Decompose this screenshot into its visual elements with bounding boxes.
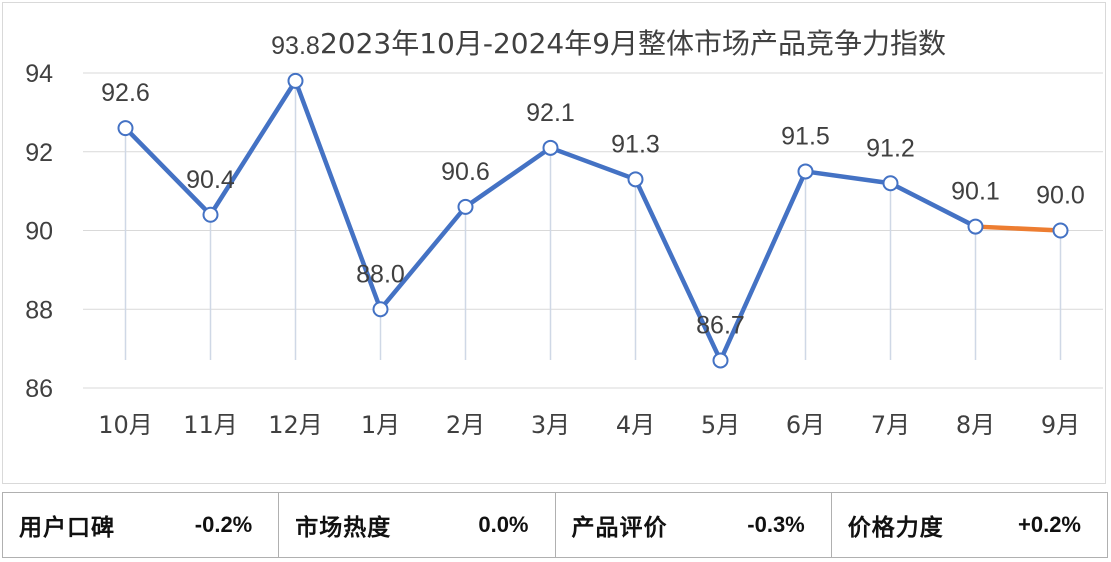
series-line-last-segment xyxy=(973,224,1063,233)
data-label: 92.6 xyxy=(101,79,150,107)
series-line xyxy=(123,78,1063,363)
data-label: 90.4 xyxy=(186,166,235,194)
x-tick-label: 11月 xyxy=(183,411,238,439)
y-axis-labels: 86 88 90 92 94 xyxy=(25,60,53,403)
x-tick-label: 6月 xyxy=(786,411,825,439)
x-axis-labels: 10月 11月 12月 1月 2月 3月 4月 5月 6月 7月 8月 9月 xyxy=(98,411,1080,439)
data-label: 88.0 xyxy=(356,260,405,288)
x-tick-label: 4月 xyxy=(616,411,655,439)
data-label: 93.8 xyxy=(271,32,320,60)
y-tick-label: 94 xyxy=(25,60,53,88)
data-point xyxy=(712,352,729,369)
stat-market-heat: 市场热度 0.0% xyxy=(279,493,556,557)
stat-price-strength: 价格力度 +0.2% xyxy=(832,493,1107,557)
y-tick-label: 90 xyxy=(25,218,53,246)
y-tick-label: 86 xyxy=(25,375,53,403)
x-tick-label: 7月 xyxy=(871,411,910,439)
stat-label: 市场热度 xyxy=(295,515,392,541)
data-point xyxy=(542,139,559,156)
stat-user-reputation: 用户口碑 -0.2% xyxy=(3,493,280,557)
data-label: 90.0 xyxy=(1036,182,1085,210)
stat-value: 0.0% xyxy=(478,512,529,537)
stat-value: -0.3% xyxy=(747,512,805,537)
stat-product-rating: 产品评价 -0.3% xyxy=(556,493,832,557)
stat-label: 产品评价 xyxy=(571,515,668,541)
data-label: 91.5 xyxy=(781,122,830,150)
data-label: 91.3 xyxy=(611,130,660,158)
data-point xyxy=(627,171,644,188)
stat-value: +0.2% xyxy=(1018,512,1081,537)
stat-value: -0.2% xyxy=(194,512,253,537)
data-point xyxy=(372,301,389,318)
y-tick-label: 92 xyxy=(25,139,53,167)
data-point xyxy=(457,198,474,215)
stat-label: 价格力度 xyxy=(847,515,944,541)
x-tick-label: 5月 xyxy=(701,411,740,439)
data-point xyxy=(117,120,134,137)
data-point xyxy=(967,218,984,235)
grid-layer xyxy=(83,72,1103,389)
data-point xyxy=(882,175,899,192)
data-label: 86.7 xyxy=(696,311,745,339)
x-tick-label: 2月 xyxy=(446,411,485,439)
chart-title: 2023年10月-2024年9月整体市场产品竞争力指数 xyxy=(320,27,946,60)
x-tick-label: 1月 xyxy=(361,411,400,439)
data-label: 91.2 xyxy=(866,134,915,162)
x-tick-label: 3月 xyxy=(531,411,570,439)
data-point xyxy=(287,72,304,89)
data-label: 90.1 xyxy=(951,178,1000,206)
x-tick-label: 8月 xyxy=(956,411,995,439)
x-tick-label: 12月 xyxy=(268,411,323,439)
data-point xyxy=(1052,222,1069,239)
chart-frame: 92.6 90.4 93.8 88.0 90.6 92.1 91.3 86.7 91.5 91.2… xyxy=(2,2,1106,484)
x-tick-label: 10月 xyxy=(98,411,153,439)
y-tick-label: 88 xyxy=(25,296,53,324)
data-label: 92.1 xyxy=(526,99,575,127)
data-labels: 92.6 90.4 93.8 88.0 90.6 92.1 91.3 86.7 91.5 91.2… xyxy=(101,32,1085,340)
data-label: 90.6 xyxy=(441,158,490,186)
stat-label: 用户口碑 xyxy=(19,515,115,541)
data-points xyxy=(117,72,1069,369)
drop-lines xyxy=(124,80,1062,361)
data-point xyxy=(202,206,219,223)
stats-bar: 用户口碑 -0.2% 市场热度 0.0% 产品评价 -0.3% 价格力度 +0.… xyxy=(2,492,1108,558)
x-tick-label: 9月 xyxy=(1041,411,1080,439)
data-point xyxy=(797,163,814,180)
line-chart: 92.6 90.4 93.8 88.0 90.6 92.1 91.3 86.7 91.5 91.2… xyxy=(25,27,1103,439)
